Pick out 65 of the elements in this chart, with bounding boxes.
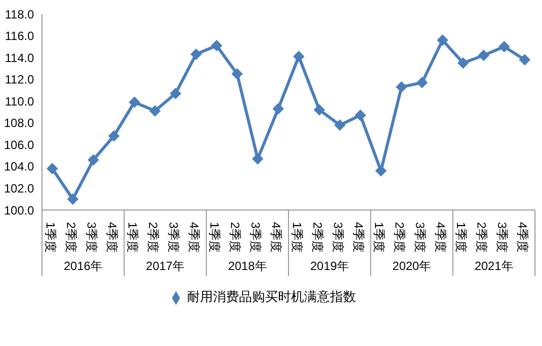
point xyxy=(252,153,264,164)
point xyxy=(88,154,99,166)
y-tick-label: 110.0 xyxy=(4,94,34,108)
x-tick-label: 2季度 xyxy=(474,222,489,253)
x-tick-label: 1季度 xyxy=(454,222,468,253)
x-tick-label: 1季度 xyxy=(290,222,304,253)
point xyxy=(478,50,490,61)
point xyxy=(519,54,530,66)
point xyxy=(416,77,428,88)
legend-label: 耐用消费品购买时机满意指数 xyxy=(187,289,356,304)
point xyxy=(498,41,510,52)
point xyxy=(375,165,386,176)
y-tick-label: 108.0 xyxy=(4,116,34,130)
x-tick-label: 2季度 xyxy=(310,222,324,253)
x-tick-label: 2季度 xyxy=(146,222,160,253)
y-tick-label: 116.0 xyxy=(4,29,34,44)
y-tick-label: 114.0 xyxy=(4,50,34,65)
point xyxy=(108,130,120,142)
text: 2019年 xyxy=(310,259,349,273)
y-tick-label: 104.0 xyxy=(4,160,34,174)
point xyxy=(149,105,160,116)
y-tick-label: 100.0 xyxy=(4,203,34,218)
y-tick-label: 102.0 xyxy=(4,181,34,196)
point xyxy=(354,110,366,121)
x-tick-label: 1季度 xyxy=(372,222,386,253)
point xyxy=(211,40,222,52)
text: 2021年 xyxy=(474,259,514,273)
x-tick-label: 1季度 xyxy=(125,222,140,253)
point xyxy=(170,88,182,99)
x-tick-label: 4季度 xyxy=(351,222,366,253)
point xyxy=(67,194,78,205)
text: 2016年 xyxy=(64,259,102,273)
y-tick-label: 118.0 xyxy=(4,7,34,22)
x-tick-label: 2季度 xyxy=(392,222,406,253)
y-tick-label: 112.0 xyxy=(4,72,34,87)
x-tick-label: 1季度 xyxy=(208,222,222,253)
point xyxy=(272,103,284,114)
x-tick-label: 3季度 xyxy=(166,222,181,253)
point xyxy=(232,68,243,80)
x-tick-label: 4季度 xyxy=(516,222,530,253)
point xyxy=(458,58,469,68)
x-tick-label: 1季度 xyxy=(43,222,58,253)
point xyxy=(437,34,448,46)
text: 2017年 xyxy=(146,259,185,273)
x-tick-label: 3季度 xyxy=(495,222,510,253)
x-tick-label: 4季度 xyxy=(434,222,448,253)
point xyxy=(46,163,58,174)
x-tick-label: 3季度 xyxy=(84,222,98,253)
x-tick-label: 3季度 xyxy=(330,222,345,253)
point xyxy=(334,120,346,131)
x-tick-label: 3季度 xyxy=(248,222,263,253)
text: 2020年 xyxy=(392,259,432,273)
x-tick-label: 2季度 xyxy=(228,222,242,253)
text: 2018年 xyxy=(228,259,267,273)
x-tick-label: 3季度 xyxy=(413,222,428,253)
point xyxy=(396,81,407,92)
x-tick-label: 4季度 xyxy=(187,222,202,253)
point xyxy=(128,96,140,108)
point xyxy=(190,48,202,60)
point xyxy=(293,50,304,62)
point xyxy=(314,104,325,116)
x-tick-label: 4季度 xyxy=(104,222,119,253)
x-tick-label: 2季度 xyxy=(64,222,78,253)
y-tick-label: 106.0 xyxy=(4,138,34,152)
x-tick-label: 4季度 xyxy=(269,222,284,253)
